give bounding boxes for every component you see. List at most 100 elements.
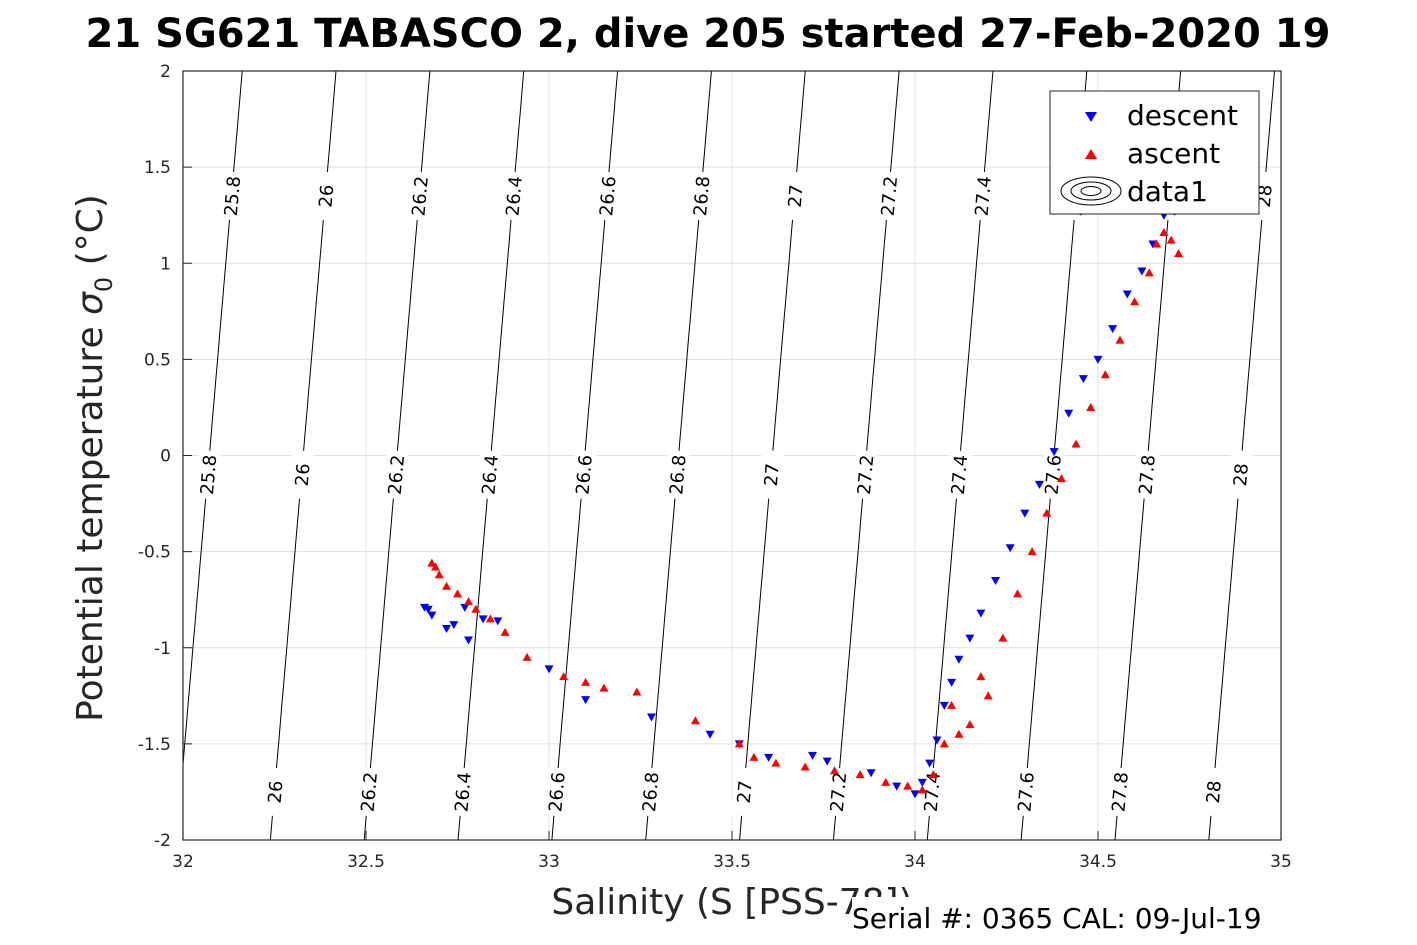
contour-label-backdrop [194, 449, 221, 500]
descent-point [991, 576, 1001, 585]
contour-label: 27.8 [1106, 767, 1133, 817]
ascent-point [427, 558, 437, 567]
contour-label-text: 27 [761, 463, 784, 488]
contour-label-backdrop [382, 449, 409, 500]
contour-label: 27.6 [1012, 767, 1039, 817]
descent-point [460, 603, 470, 612]
x-tick-label: 32.5 [347, 852, 385, 872]
descent-point [1064, 409, 1074, 418]
legend-descent-label: descent [1127, 99, 1238, 132]
ascent-point [1027, 547, 1037, 556]
ascent-point [471, 604, 481, 613]
contour-label-text: 27.2 [854, 454, 878, 496]
ascent-point [749, 752, 759, 761]
descent-point [581, 696, 591, 705]
descent-point [947, 678, 957, 687]
contour-label-backdrop [687, 171, 714, 221]
descent-point [917, 778, 927, 787]
x-tick-label: 35 [1270, 852, 1292, 872]
descent-point [478, 615, 488, 624]
descent-point [1049, 448, 1059, 457]
descent-point [442, 625, 452, 634]
descent-point [822, 757, 832, 766]
contour-label-text: 26.6 [572, 454, 596, 496]
contour-label: 27.2 [875, 171, 902, 221]
descent-series [420, 211, 1169, 799]
contour-label-text: 26.2 [385, 454, 409, 496]
contour-label: 27.8 [1133, 449, 1160, 500]
contour-label-backdrop [1039, 449, 1066, 500]
y-axis-label-main: Potential temperature [70, 326, 111, 721]
contour-label: 28 [1226, 449, 1254, 500]
contour-label-text: 26 [265, 780, 288, 805]
ascent-point [829, 766, 839, 775]
contour-label-text: 26.2 [408, 175, 432, 217]
contour-label-backdrop [969, 171, 996, 221]
contour-label: 27.4 [969, 171, 996, 221]
descent-point [932, 736, 942, 745]
footer-backdrop [852, 897, 1322, 937]
x-tick-label: 33.5 [713, 852, 751, 872]
contour-label-backdrop [1199, 767, 1226, 817]
legend-contour-icon [1060, 176, 1122, 206]
descent-point [544, 665, 554, 674]
ascent-point [1159, 227, 1169, 236]
contour-label: 26 [312, 171, 339, 221]
chart-title: 21 SG621 TABASCO 2, dive 205 started 27-… [86, 11, 1331, 57]
legend-box [1049, 90, 1260, 215]
contour-label-backdrop [312, 171, 339, 221]
ascent-point [734, 739, 744, 748]
ascent-series [427, 227, 1184, 794]
contour-label-text: 27.8 [1135, 454, 1159, 496]
contour-label-text: 26.4 [478, 454, 502, 496]
ascent-point [1166, 235, 1176, 244]
contour-label-backdrop [636, 767, 663, 817]
descent-point [646, 713, 656, 722]
contour-label: 27.4 [945, 449, 972, 500]
ascent-point [771, 758, 781, 767]
ascent-point [1086, 402, 1096, 411]
legend-data1-label: data1 [1127, 175, 1208, 208]
y-tick-label: -1 [154, 639, 171, 659]
ascent-point [903, 781, 913, 790]
y-axis-label-unit: (°C) [70, 194, 111, 265]
contour-label-backdrop [1106, 767, 1133, 817]
ascent-point [485, 614, 495, 623]
y-tick-label: 1 [160, 254, 171, 274]
ascent-point [599, 683, 609, 692]
ascent-point [939, 739, 949, 748]
legend: descent ascent data1 [1049, 90, 1260, 215]
contour-label-backdrop [824, 767, 851, 817]
ascent-point [998, 633, 1008, 642]
contour-label-text: 26.6 [596, 175, 620, 217]
contour-label: 26 [261, 767, 288, 817]
contour-label-text: 26.8 [666, 454, 690, 496]
y-tick-label: 1.5 [144, 158, 171, 178]
descent-point [1078, 375, 1088, 384]
ascent-point [431, 562, 441, 571]
x-tick-label: 32 [172, 852, 194, 872]
contour-label: 26 [288, 449, 315, 500]
descent-point [1093, 355, 1103, 364]
contour-label: 27 [730, 767, 757, 817]
contour-label-backdrop [663, 449, 690, 500]
descent-point [1108, 325, 1118, 334]
contour-label: 26.4 [449, 767, 476, 817]
contour-label-backdrop [500, 171, 527, 221]
contour-label-text: 26.4 [502, 175, 526, 217]
descent-point [976, 609, 986, 618]
descent-point [925, 759, 935, 768]
contour-label-backdrop [288, 449, 315, 500]
contour-label-backdrop [730, 767, 757, 817]
descent-point [705, 730, 715, 739]
contour-label: 27.6 [1039, 449, 1066, 500]
contour-label-text: 27.4 [972, 175, 996, 217]
descent-point [1137, 267, 1147, 276]
contour-label-backdrop [542, 767, 570, 817]
contour-label-backdrop [476, 449, 503, 500]
contour-label-backdrop [757, 449, 784, 500]
contour-label: 25.8 [194, 449, 221, 500]
ascent-point [522, 652, 532, 661]
descent-point [965, 634, 975, 643]
